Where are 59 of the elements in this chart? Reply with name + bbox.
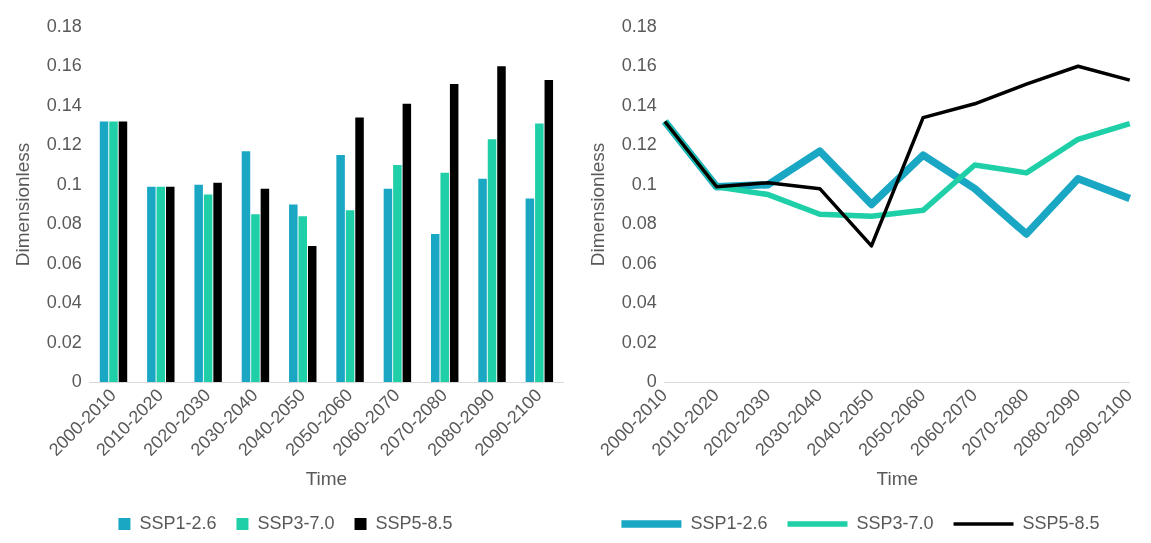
bar <box>497 66 506 383</box>
legend-label: SSP5-8.5 <box>1022 512 1100 533</box>
bar <box>109 121 118 383</box>
bar <box>430 234 440 383</box>
y-axis-title: Dimensionless <box>11 142 33 267</box>
y-tick-label: 0.14 <box>46 94 82 115</box>
y-tick-label: 0.18 <box>621 15 657 36</box>
bar <box>156 186 166 383</box>
y-tick-label: 0.12 <box>46 134 82 155</box>
bar <box>298 216 308 383</box>
bar <box>251 214 260 383</box>
y-tick-label: 0.06 <box>46 252 82 273</box>
y-axis-title: Dimensionless <box>586 142 608 267</box>
bar <box>440 172 449 383</box>
bar <box>336 155 345 383</box>
y-tick-label: 0.08 <box>46 213 82 234</box>
bar <box>307 245 317 383</box>
bar <box>345 210 355 383</box>
y-tick-label: 0.04 <box>46 292 82 313</box>
y-tick-label: 0.12 <box>621 134 657 155</box>
x-axis-title: Time <box>876 467 919 489</box>
legend-label: SSP3-7.0 <box>257 512 335 533</box>
bar <box>535 123 544 383</box>
x-axis-title: Time <box>305 467 348 489</box>
bar <box>260 188 270 383</box>
y-tick-label: 0.1 <box>631 173 657 194</box>
bar <box>203 194 213 383</box>
legend-label: SSP5-8.5 <box>375 512 453 533</box>
y-tick-label: 0.06 <box>621 252 657 273</box>
bar <box>213 182 222 383</box>
bar <box>166 186 175 383</box>
bar <box>393 164 402 383</box>
bar <box>449 84 459 383</box>
y-tick-label: 0 <box>71 371 82 392</box>
y-tick-label: 0.08 <box>621 213 657 234</box>
bar <box>99 121 109 383</box>
bar <box>355 117 364 383</box>
legend-label: SSP1-2.6 <box>139 512 217 533</box>
y-tick-label: 0.02 <box>621 331 657 352</box>
bar <box>544 80 554 383</box>
bar <box>487 139 497 383</box>
bar <box>194 184 203 383</box>
y-tick-label: 0.02 <box>46 331 82 352</box>
bar <box>383 188 393 383</box>
y-tick-label: 0.18 <box>46 15 82 36</box>
y-tick-label: 0.14 <box>621 94 657 115</box>
bar <box>118 121 128 383</box>
y-tick-label: 0.04 <box>621 292 657 313</box>
bar <box>147 186 156 383</box>
bar <box>289 204 298 383</box>
bar <box>402 103 412 383</box>
bar <box>478 178 487 383</box>
y-tick-label: 0.1 <box>56 173 82 194</box>
legend-label: SSP1-2.6 <box>690 512 768 533</box>
bar <box>241 151 251 383</box>
bar <box>525 198 535 383</box>
y-tick-label: 0.16 <box>621 55 657 76</box>
y-tick-label: 0.16 <box>46 55 82 76</box>
legend-label: SSP3-7.0 <box>856 512 934 533</box>
